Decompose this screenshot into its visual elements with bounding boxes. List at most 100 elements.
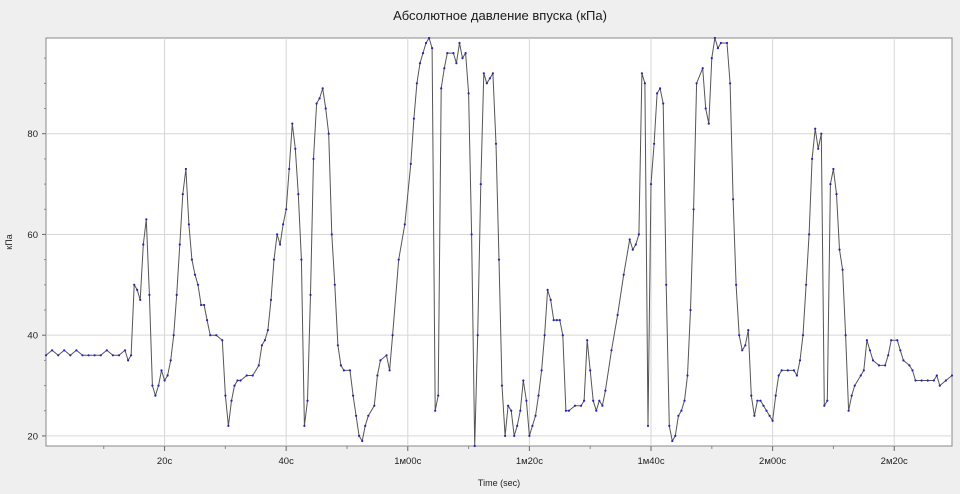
data-point [653,142,656,145]
data-point [139,298,142,301]
data-point [473,444,476,448]
data-point [777,374,780,377]
data-point [206,319,209,322]
data-point [765,409,768,412]
data-point [716,47,720,50]
data-point [209,334,212,337]
data-point [99,354,102,357]
data-point [203,303,206,307]
data-point [631,248,634,251]
data-point [224,394,227,397]
data-point [196,283,200,286]
data-point [467,92,470,95]
data-point [236,379,239,382]
data-point [580,404,583,407]
data-point [303,424,306,427]
data-point [348,369,352,372]
x-axis-title: Time (sec) [478,478,520,488]
data-point [938,384,941,387]
data-point [190,258,193,261]
data-point [500,384,504,387]
data-point [373,404,376,407]
data-point [81,354,84,357]
data-point [285,208,288,211]
data-point [51,349,54,352]
data-point [583,399,586,402]
data-point [680,409,683,412]
data-point [558,319,561,322]
data-point [920,379,923,382]
data-point [911,369,914,372]
data-point [488,77,491,80]
data-point [111,354,114,357]
data-point [306,399,309,402]
data-point [464,52,467,55]
data-point [814,127,817,130]
data-point [324,107,327,110]
data-point [513,434,516,437]
data-point [458,41,461,45]
data-point [540,369,543,372]
data-point [428,36,431,40]
data-point [339,364,342,367]
x-tick-label: 40с [279,456,295,467]
data-point [671,439,674,443]
data-point [44,354,48,357]
data-point [701,67,704,70]
data-point [884,364,887,367]
data-point [543,334,546,337]
data-point [525,399,528,402]
data-point [573,404,577,407]
data-point [826,399,829,402]
data-point [546,288,549,291]
data-point [738,334,741,337]
data-point [725,41,729,45]
data-point [361,439,364,443]
data-point [75,349,78,352]
data-point [355,414,358,417]
data-point [431,47,434,50]
data-point [844,334,847,337]
data-point [832,167,835,171]
data-point [184,167,187,171]
x-tick-label: 20с [157,456,173,467]
data-point [890,339,893,342]
data-point [616,313,619,317]
data-point [817,147,820,150]
data-point [409,162,412,165]
data-point [762,404,765,407]
data-point [479,183,482,186]
y-tick-label: 40 [27,331,38,342]
data-point [710,57,713,60]
x-tick-label: 2м20с [881,456,908,467]
data-point [440,87,443,90]
y-tick-label: 20 [27,431,38,442]
data-point [659,87,662,90]
data-point [476,334,479,337]
data-point [841,268,844,271]
data-point [187,223,190,226]
data-point [522,379,525,382]
data-point [753,414,756,417]
data-point [850,394,853,397]
data-point [130,354,133,357]
data-point [908,364,911,367]
chart-title: Абсолютное давление впуска (кПа) [393,8,607,23]
data-point [649,183,653,186]
data-point [820,132,823,135]
data-point [877,364,881,367]
data-point [342,369,345,372]
data-point [315,102,318,105]
data-point [330,233,333,236]
data-point [269,298,273,301]
data-point [446,52,449,55]
data-point [601,404,604,407]
data-point [391,334,394,337]
data-point [245,374,248,377]
data-point [230,399,233,402]
data-point [175,293,178,296]
data-point [674,434,677,437]
x-tick-label: 2м00с [759,456,786,467]
